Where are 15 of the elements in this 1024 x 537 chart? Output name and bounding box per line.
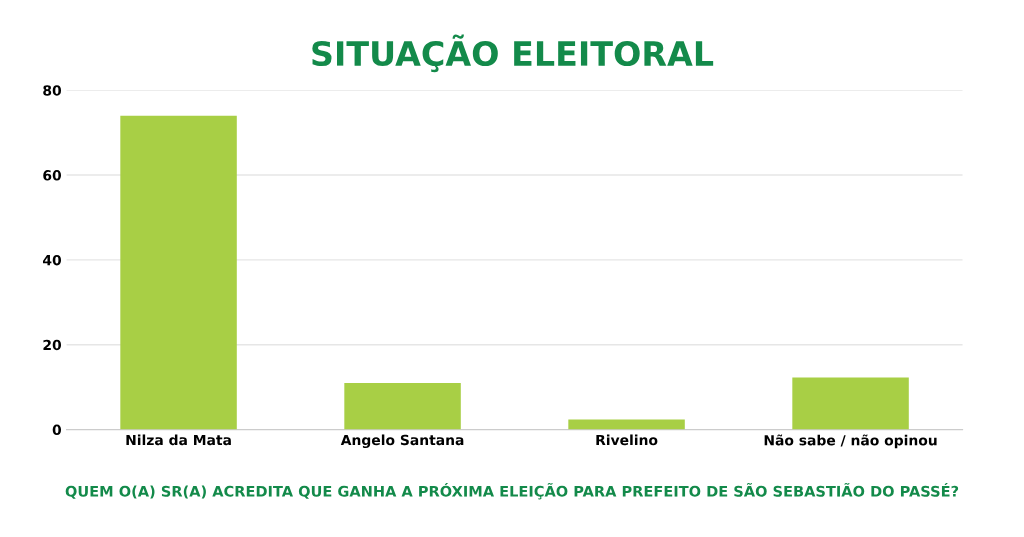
bar bbox=[792, 377, 909, 430]
y-tick-label: 20 bbox=[43, 339, 62, 351]
chart-title: SITUAÇÃO ELEITORAL bbox=[312, 34, 714, 73]
x-tick-label: Angelo Santana bbox=[340, 434, 464, 449]
y-tick-label: 40 bbox=[43, 254, 62, 266]
x-tick-label: Rivelino bbox=[596, 434, 658, 446]
y-tick-label: 80 bbox=[43, 85, 62, 96]
x-tick-label: Nilza da Mata bbox=[126, 434, 231, 446]
text: QUEM O(A) SR(A) ACREDITA QUE GANHA A PRÓXIMA ELEIÇÃO PARA PREFEITO DE SÃO SEBASTIÃO DO PASSÉ? bbox=[65, 482, 959, 500]
bar bbox=[120, 115, 237, 430]
y-tick-label: 60 bbox=[43, 170, 62, 181]
x-tick-label: Não sabe / não opinou bbox=[764, 434, 937, 449]
bar bbox=[568, 419, 685, 430]
y-tick-label: 0 bbox=[52, 424, 62, 436]
bar bbox=[344, 382, 461, 430]
